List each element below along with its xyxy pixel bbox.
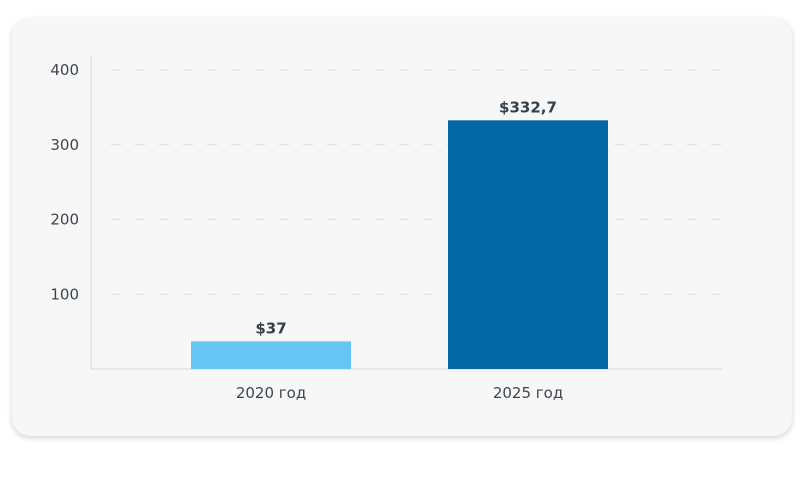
bar-1 xyxy=(191,341,351,369)
data-label-2: $332,7 xyxy=(499,98,557,116)
y-tick-label-300: 300 xyxy=(50,136,79,154)
bars: $37 $332,7 xyxy=(191,98,608,369)
data-label-1: $37 xyxy=(255,319,286,337)
x-category-label-2: 2025 год xyxy=(493,384,563,402)
bar-2 xyxy=(448,120,608,369)
chart-card xyxy=(12,18,792,436)
y-tick-label-200: 200 xyxy=(50,211,79,229)
y-tick-label-400: 400 xyxy=(50,61,79,79)
gridlines xyxy=(111,69,722,295)
y-axis-ticks: 100 200 300 400 xyxy=(50,61,79,303)
x-category-label-1: 2020 год xyxy=(236,384,306,402)
y-tick-label-100: 100 xyxy=(50,285,79,303)
x-axis-categories: 2020 год 2025 год xyxy=(236,384,563,402)
